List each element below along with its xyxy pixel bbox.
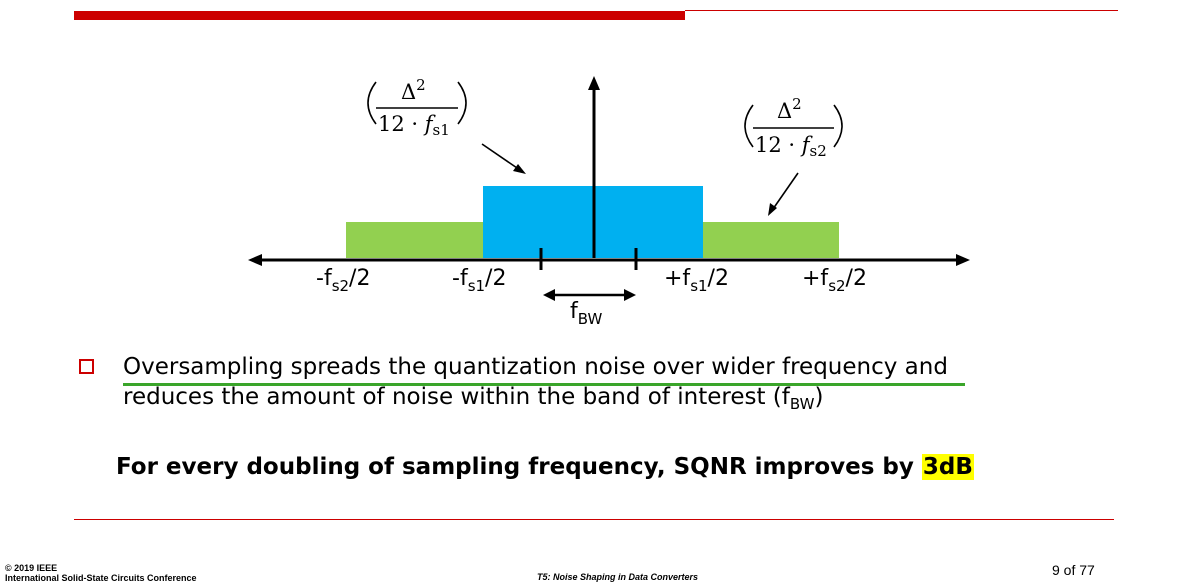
axis-arrow-left bbox=[248, 254, 262, 266]
svg-text:Δ2: Δ2 bbox=[777, 95, 802, 123]
bottom-divider bbox=[74, 519, 1114, 520]
label-neg-fs1: -fs1/2 bbox=[452, 266, 506, 295]
footer-title: T5: Noise Shaping in Data Converters bbox=[537, 572, 699, 582]
top-divider bbox=[685, 10, 1118, 11]
label-fbw: fBW bbox=[570, 299, 603, 328]
label-pos-fs2: +fs2/2 bbox=[802, 266, 867, 295]
bullet-square-icon bbox=[79, 359, 94, 374]
formula-1-pointer bbox=[481, 143, 521, 171]
oversampling-diagram: -fs2/2 -fs1/2 +fs1/2 +fs2/2 fBW Δ2 12 · … bbox=[248, 76, 970, 328]
svg-text:12 · fs1: 12 · fs1 bbox=[378, 112, 450, 139]
axis-arrow-right bbox=[956, 254, 970, 266]
formula-2-pointer bbox=[772, 172, 799, 210]
highlighted-value: 3dB bbox=[921, 454, 974, 480]
fbw-arrow-left-head bbox=[543, 289, 555, 301]
emphasis-underline bbox=[123, 383, 965, 386]
bullet-text-line2: reduces the amount of noise within the b… bbox=[123, 384, 824, 413]
noise-density-formula-fs2: Δ2 12 · fs2 bbox=[744, 95, 843, 160]
fbw-arrow-right-head bbox=[624, 289, 636, 301]
footer-copyright: © 2019 IEEE International Solid-State Ci… bbox=[5, 563, 197, 583]
key-takeaway: For every doubling of sampling frequency… bbox=[116, 454, 974, 480]
formula-1-pointer-head bbox=[513, 164, 526, 174]
svg-text:Δ2: Δ2 bbox=[401, 76, 426, 104]
label-neg-fs2: -fs2/2 bbox=[316, 266, 370, 295]
vertical-axis-arrow bbox=[588, 76, 600, 90]
bullet-text-line1: Oversampling spreads the quantization no… bbox=[123, 354, 948, 380]
page-number: 9 of 77 bbox=[1052, 562, 1095, 578]
top-accent-bar bbox=[74, 11, 685, 20]
label-pos-fs1: +fs1/2 bbox=[664, 266, 729, 295]
svg-text:12 · fs2: 12 · fs2 bbox=[755, 133, 827, 160]
noise-density-formula-fs1: Δ2 12 · fs1 bbox=[367, 76, 467, 139]
formula-2-pointer-head bbox=[768, 203, 777, 216]
